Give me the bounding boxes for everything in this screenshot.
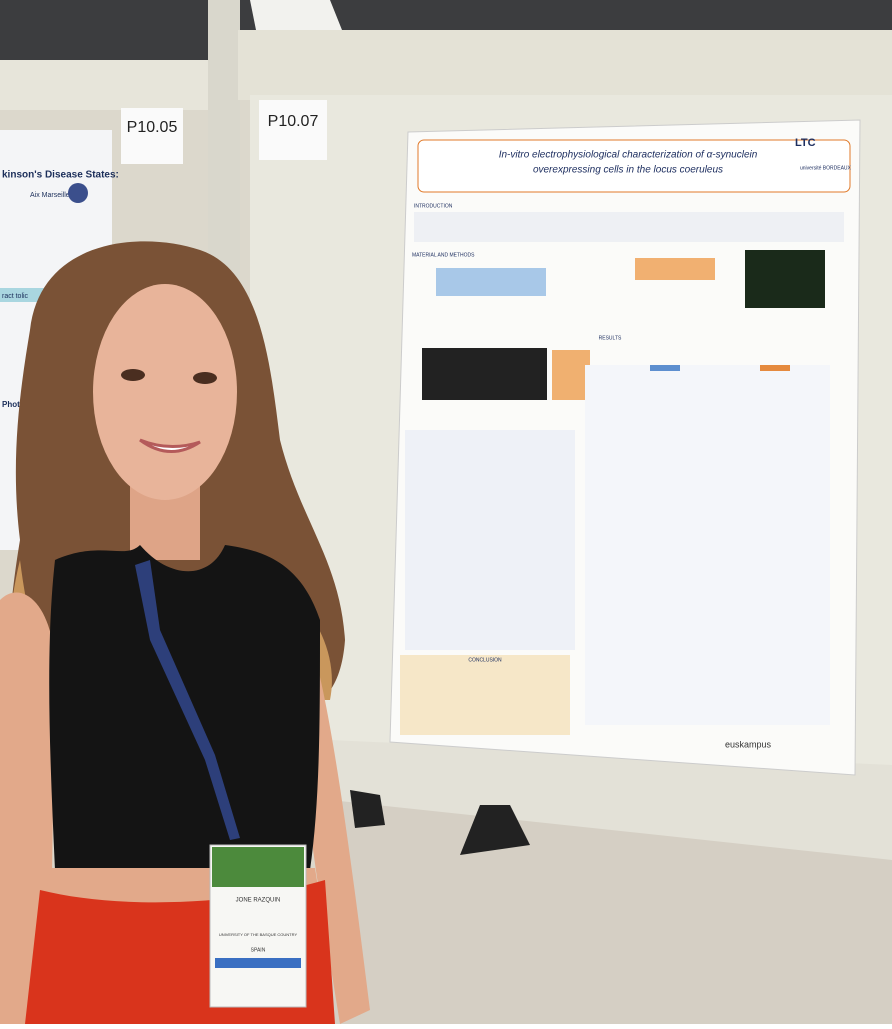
partition-top: [238, 30, 892, 100]
partition-top: [0, 60, 210, 110]
text-block: [414, 212, 844, 242]
figure: [745, 250, 825, 308]
legend-swatch: [650, 365, 680, 371]
poster-footer: euskampus: [725, 739, 772, 749]
poster-title: overexpressing cells in the locus coerul…: [533, 165, 723, 176]
badge-country: SPAIN: [251, 947, 266, 953]
section-title: RESULTS: [599, 335, 622, 341]
poster-header: [417, 139, 851, 193]
figure: [635, 258, 715, 280]
left-poster-text: ract tolic: [2, 293, 29, 300]
left-poster-title: kinson's Disease States:: [2, 170, 119, 181]
figure: [552, 350, 590, 400]
badge-name: JONE RAZQUIN: [236, 898, 281, 904]
eye: [121, 369, 145, 381]
sign: [259, 100, 327, 160]
panel-base: [330, 740, 892, 860]
conclusion-box: [400, 655, 570, 735]
partition-post: [208, 0, 240, 300]
label-box: [0, 288, 44, 302]
eye: [193, 372, 217, 384]
section-title: CONCLUSION: [468, 657, 502, 663]
face: [93, 284, 237, 500]
sign: [121, 108, 183, 164]
badge-org: UNIVERSITY OF THE BASQUE COUNTRY: [219, 932, 298, 937]
section-title: MATERIAL AND METHODS: [412, 252, 475, 258]
figure: [585, 365, 830, 725]
logo: [68, 183, 88, 203]
badge-strip: [215, 958, 301, 968]
shoe: [460, 805, 530, 855]
section-title: INTRODUCTION: [414, 203, 453, 209]
shoe: [350, 790, 385, 828]
lanyard: [135, 560, 240, 840]
figure: [436, 268, 546, 296]
figure: [405, 430, 575, 650]
figure: [422, 348, 547, 400]
poster-logo: université BORDEAUX: [800, 165, 852, 171]
poster-logo: LTC: [795, 137, 816, 149]
legend-swatch: [760, 365, 790, 371]
sign-label: P10.07: [268, 113, 319, 130]
sign-label: P10.05: [127, 119, 178, 136]
poster-title: In-vitro electrophysiological characteri…: [499, 150, 758, 161]
smile: [139, 438, 201, 453]
badge-header: [212, 847, 304, 887]
left-poster-text: Aix Marseille: [30, 192, 70, 199]
